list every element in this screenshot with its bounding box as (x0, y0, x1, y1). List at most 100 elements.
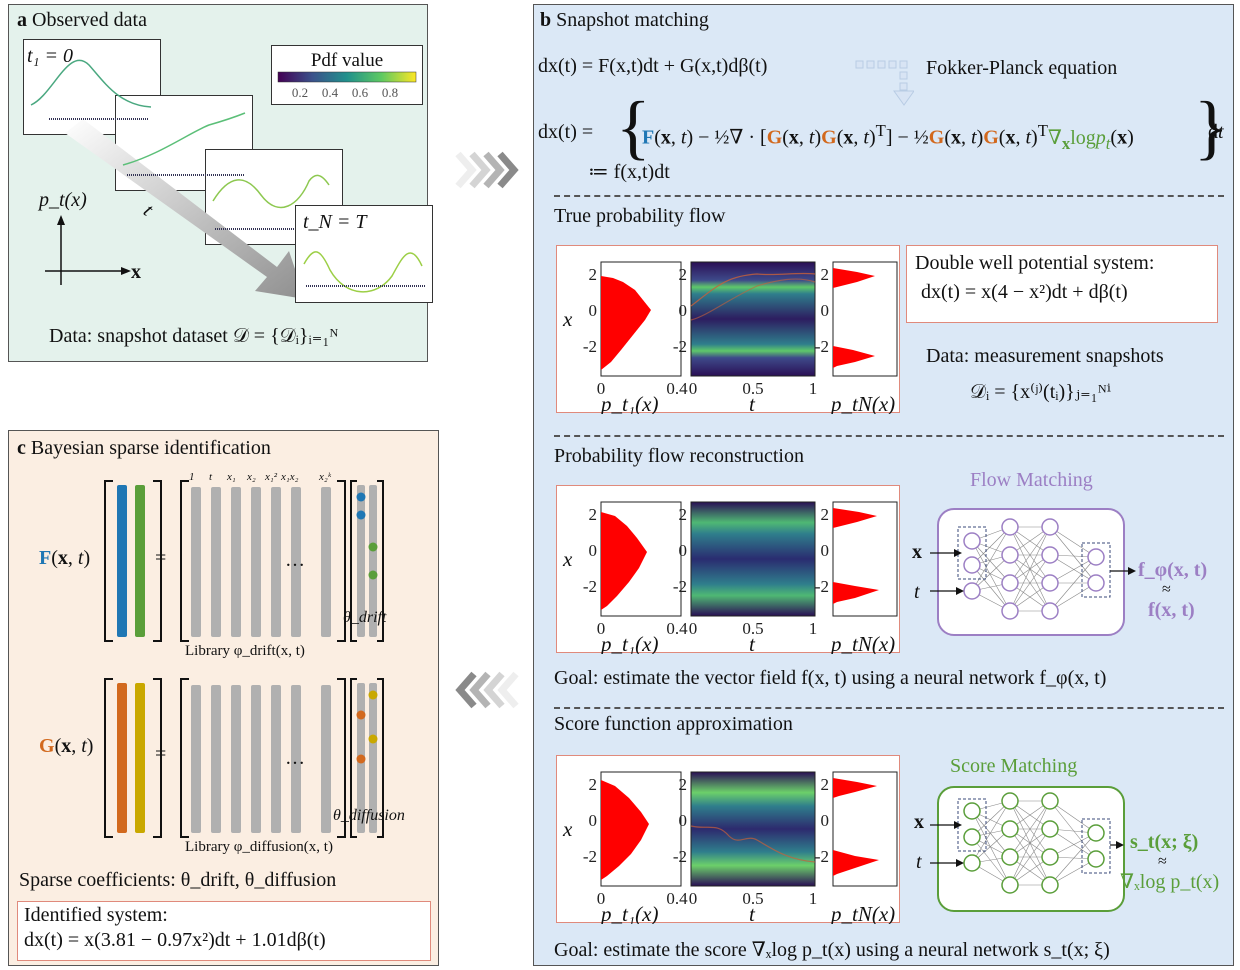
flow-goal: Goal: estimate the vector field f(x, t) … (554, 667, 1107, 689)
svg-text:-2: -2 (673, 337, 687, 356)
svg-text:-2: -2 (815, 847, 829, 866)
colorbar-title: Pdf value (310, 50, 384, 71)
svg-text:0.5: 0.5 (742, 889, 763, 908)
true-flow-plot-box: 2 0 -2 2 0 -2 2 0 -2 0 0.4 0 0.5 1 x p_t… (556, 245, 900, 416)
flow-matching-title: Flow Matching (970, 469, 1093, 491)
system-title: Double well potential system: (915, 252, 1155, 274)
backward-chevrons-icon (455, 671, 519, 709)
colorbar-legend: Pdf value 0.2 0.4 0.6 0.8 (271, 45, 423, 105)
y-tick-0: 0 (589, 301, 598, 320)
reconstruction-plot-box: 2 0 -2 2 0 -2 2 0 -2 0 0.4 0 0.5 1 x p_t… (556, 485, 900, 656)
svg-text:0.5: 0.5 (742, 619, 763, 638)
panel-b: b Snapshot matching dx(t) = F(x,t)dt + G… (533, 4, 1234, 966)
svg-text:0: 0 (689, 379, 698, 398)
svg-text:2: 2 (821, 505, 830, 524)
snapshot-dataset-caption: Data: snapshot dataset 𝒟 = {𝒟ᵢ}ᵢ₌₁ᴺ (49, 325, 339, 347)
svg-text:0: 0 (821, 301, 830, 320)
sde-equation: dx(t) = F(x,t)dt + G(x,t)dβ(t) (538, 55, 768, 77)
svg-text:0: 0 (597, 619, 606, 638)
svg-text:0: 0 (597, 379, 606, 398)
svg-text:-2: -2 (815, 577, 829, 596)
svg-text:0: 0 (679, 811, 688, 830)
drift-matrix-equation (104, 480, 384, 642)
colorbar-tick-4: 0.8 (382, 85, 398, 100)
drift-green-column (135, 485, 145, 637)
library-term-t: t (209, 471, 213, 483)
hist-right-label: p_tN(x) (829, 392, 895, 414)
svg-text:p_tN(x): p_tN(x) (829, 902, 895, 924)
diffusion-orange-column (117, 683, 127, 833)
t1-label: t₁ = 0 (27, 45, 74, 67)
diffusion-equals: = (155, 743, 167, 765)
svg-text:0: 0 (589, 541, 598, 560)
svg-text:-2: -2 (583, 847, 597, 866)
svg-text:p_tN(x): p_tN(x) (829, 632, 895, 654)
svg-text:0: 0 (821, 811, 830, 830)
colorbar-tick-1: 0.2 (292, 85, 308, 100)
space-axis-label: x (131, 261, 141, 283)
svg-text:x: x (562, 547, 573, 571)
flow-input-x: x (912, 541, 922, 563)
score-plots: 2 0 -2 2 0 -2 2 0 -2 0 0.4 0 0.5 1 x p_t… (562, 771, 898, 926)
colorbar-tick-3: 0.6 (352, 85, 369, 100)
svg-text:2: 2 (821, 265, 830, 284)
panel-b-title: b Snapshot matching (540, 9, 709, 31)
svg-text:2: 2 (589, 775, 598, 794)
svg-text:-2: -2 (673, 577, 687, 596)
section-reconstruction-title: Probability flow reconstruction (554, 445, 804, 467)
score-input-x: x (914, 811, 924, 833)
svg-text:-2: -2 (583, 577, 597, 596)
measurement-caption: Data: measurement snapshots (926, 345, 1164, 367)
reconstruction-plots: 2 0 -2 2 0 -2 2 0 -2 0 0.4 0 0.5 1 x p_t… (562, 501, 898, 656)
identified-equation: dx(t) = x(3.81 − 0.97x²)dt + 1.01dβ(t) (24, 929, 326, 951)
svg-text:1: 1 (809, 379, 818, 398)
heat-time-label: t (749, 392, 756, 414)
theta-diffusion-label: θ_diffusion (333, 807, 405, 824)
score-matching-network (930, 786, 1125, 912)
flow-target: f(x, t) (1148, 599, 1195, 621)
score-approx: ≈ (1158, 853, 1167, 870)
dotted-arrow-icon (855, 60, 914, 106)
flow-approx: ≈ (1162, 581, 1171, 598)
right-brace: } (1194, 87, 1229, 167)
score-goal: Goal: estimate the score ∇ₓlog p_t(x) us… (554, 939, 1110, 961)
score-target: ∇ₓlog p_t(x) (1120, 871, 1220, 893)
diffusion-ellipsis: … (285, 747, 305, 769)
divider-3 (554, 707, 1224, 709)
score-input-t: t (916, 851, 922, 873)
library-term-x1x2: x₁x₂ (281, 471, 299, 483)
panel-c: c Bayesian sparse identification F(x, t)… (8, 430, 439, 966)
score-plot-box: 2 0 -2 2 0 -2 2 0 -2 0 0.4 0 0.5 1 x p_t… (556, 755, 900, 926)
density-axis-label: p_t(x) (39, 189, 87, 211)
flow-input-t: t (914, 581, 920, 603)
drift-lhs: F(x, t) (39, 547, 91, 569)
pf-ode-lhs: dx(t) = (538, 121, 594, 143)
axes-icon (45, 215, 131, 285)
final-snapshot-curve (303, 251, 426, 293)
svg-text:t: t (749, 632, 756, 654)
svg-text:-2: -2 (815, 337, 829, 356)
flow-matching-network (930, 508, 1136, 636)
panel-a: a Observed data (8, 4, 433, 362)
diffusion-matrix-equation (104, 678, 384, 838)
snapshot-card-4 (295, 205, 433, 303)
x-variable-label: x (562, 307, 573, 331)
svg-text:0: 0 (689, 889, 698, 908)
svg-text:0: 0 (679, 541, 688, 560)
svg-text:-2: -2 (673, 847, 687, 866)
fokker-planck-label: Fokker-Planck equation (926, 57, 1118, 79)
svg-text:2: 2 (589, 505, 598, 524)
panel-a-title: a Observed data (17, 9, 147, 31)
drift-library-label: Library φ_drift(x, t) (185, 643, 305, 659)
flow-output: f_φ(x, t) (1138, 559, 1208, 581)
left-brace: { (616, 87, 651, 167)
colorbar: 0.2 0.4 0.6 0.8 (277, 71, 417, 100)
library-term-x2: x₂ (247, 471, 256, 483)
library-term-x1: x₁ (227, 471, 236, 483)
svg-text:t: t (749, 902, 756, 924)
svg-text:0: 0 (821, 541, 830, 560)
tN-label: t_N = T (303, 211, 367, 233)
diffusion-gold-column (135, 683, 145, 833)
svg-text:0.4: 0.4 (666, 889, 688, 908)
svg-text:2: 2 (679, 265, 688, 284)
